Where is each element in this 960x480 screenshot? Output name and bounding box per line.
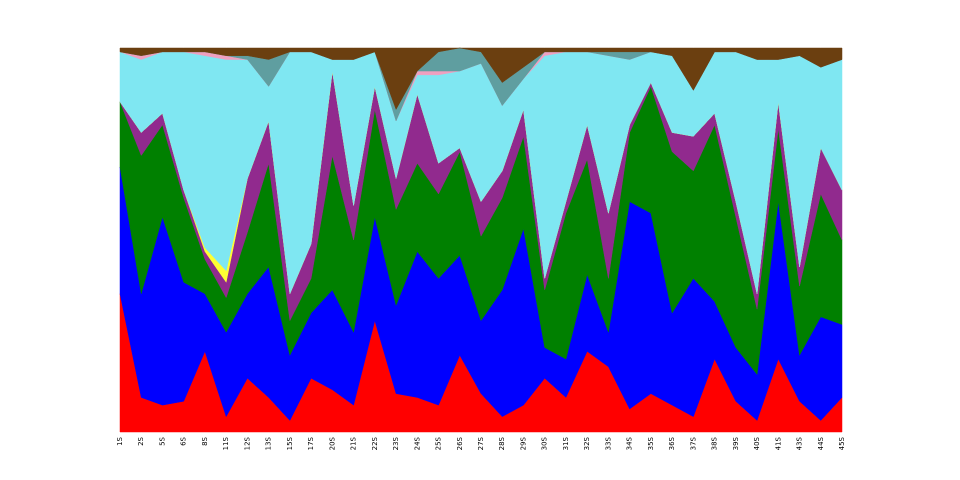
x-tick-label: 27S bbox=[477, 436, 485, 450]
x-tick-label: 15S bbox=[286, 436, 294, 450]
x-tick-label: 44S bbox=[817, 436, 825, 450]
x-tick-label: 45S bbox=[838, 436, 846, 450]
x-tick-label: 2S bbox=[137, 436, 145, 445]
x-tick-label: 20S bbox=[328, 436, 336, 450]
x-tick-label: 33S bbox=[604, 436, 612, 450]
x-tick-label: 43S bbox=[796, 436, 804, 450]
x-tick-label: 6S bbox=[180, 436, 188, 445]
x-tick-label: 37S bbox=[689, 436, 697, 450]
x-tick-label: 24S bbox=[413, 436, 421, 450]
x-tick-label: 17S bbox=[307, 436, 315, 450]
x-tick-label: 41S bbox=[774, 436, 782, 450]
x-tick-label: 1S bbox=[116, 436, 124, 445]
x-tick-label: 40S bbox=[753, 436, 761, 450]
x-tick-label: 35S bbox=[647, 436, 655, 450]
x-tick-label: 34S bbox=[626, 436, 634, 450]
x-tick-label: 39S bbox=[732, 436, 740, 450]
x-tick-label: 28S bbox=[498, 436, 506, 450]
x-tick-label: 12S bbox=[243, 436, 251, 450]
x-tick-label: 29S bbox=[519, 436, 527, 450]
area bbox=[119, 47, 843, 111]
x-tick-label: 5S bbox=[158, 436, 166, 445]
x-tick-label: 8S bbox=[201, 436, 209, 445]
x-tick-label: 38S bbox=[711, 436, 719, 450]
x-tick-label: 36S bbox=[668, 436, 676, 450]
x-tick-label: 25S bbox=[435, 436, 443, 450]
x-tick-label: 32S bbox=[583, 436, 591, 450]
x-tick-label: 30S bbox=[541, 436, 549, 450]
x-tick-label: 22S bbox=[371, 436, 379, 450]
x-tick-label: 26S bbox=[456, 436, 464, 450]
x-tick-label: 21S bbox=[350, 436, 358, 450]
x-tick-label: 31S bbox=[562, 436, 570, 450]
x-tick-label: 11S bbox=[222, 436, 230, 450]
x-tick-label: 13S bbox=[265, 436, 273, 450]
x-tick-label: 23S bbox=[392, 436, 400, 450]
